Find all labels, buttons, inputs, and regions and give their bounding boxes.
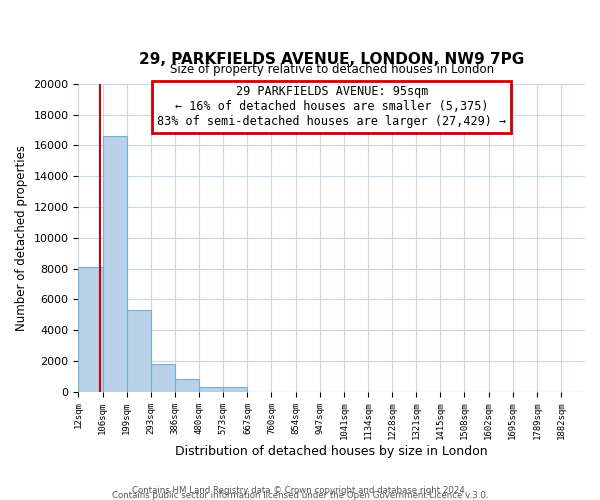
Bar <box>151 364 175 392</box>
Title: 29, PARKFIELDS AVENUE, LONDON, NW9 7PG: 29, PARKFIELDS AVENUE, LONDON, NW9 7PG <box>139 52 524 68</box>
Text: 29 PARKFIELDS AVENUE: 95sqm
← 16% of detached houses are smaller (5,375)
83% of : 29 PARKFIELDS AVENUE: 95sqm ← 16% of det… <box>157 86 506 128</box>
X-axis label: Distribution of detached houses by size in London: Distribution of detached houses by size … <box>175 444 488 458</box>
Y-axis label: Number of detached properties: Number of detached properties <box>15 145 28 331</box>
Text: Contains public sector information licensed under the Open Government Licence v.: Contains public sector information licen… <box>112 490 488 500</box>
Bar <box>127 310 151 392</box>
Bar <box>103 136 127 392</box>
Text: Size of property relative to detached houses in London: Size of property relative to detached ho… <box>170 64 494 76</box>
Text: Contains HM Land Registry data © Crown copyright and database right 2024.: Contains HM Land Registry data © Crown c… <box>132 486 468 495</box>
Bar <box>175 380 199 392</box>
Bar <box>79 267 103 392</box>
Bar <box>199 387 223 392</box>
Bar <box>223 387 247 392</box>
